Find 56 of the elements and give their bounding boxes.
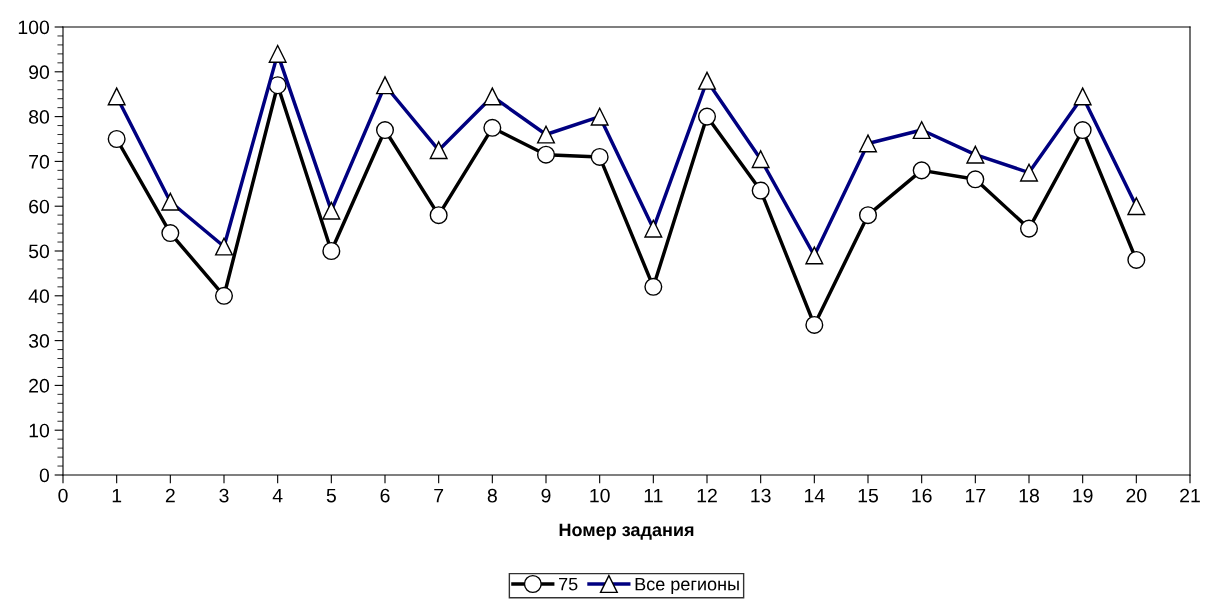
y-tick-label: 70: [29, 154, 50, 169]
x-tick-label: 12: [697, 488, 717, 503]
x-tick-label: 2: [165, 488, 175, 503]
point: [966, 170, 985, 189]
x-tick-label: 4: [272, 488, 283, 503]
point: [214, 286, 234, 305]
x-tick-label: 5: [326, 488, 336, 503]
y-tick-label: 80: [29, 110, 50, 124]
x-tick-label: 9: [541, 488, 551, 503]
y-tick-label: 30: [28, 334, 50, 348]
x-tick-label: 14: [805, 488, 825, 503]
point: [590, 147, 609, 166]
point: [483, 118, 502, 137]
y-tick-label: 10: [29, 423, 50, 438]
legend-label: 75: [559, 577, 578, 591]
y-tick-label: 40: [28, 289, 50, 304]
x-tick-label: 13: [751, 488, 771, 503]
x-tick-label: 19: [1073, 488, 1093, 503]
point: [375, 121, 395, 140]
y-tick-label: 60: [29, 199, 50, 214]
x-tick-label: 7: [434, 488, 444, 503]
y-tick-label: 100: [18, 20, 50, 35]
y-tick-label: 0: [39, 468, 50, 483]
point: [429, 206, 448, 225]
y-tick-label: 50: [28, 244, 50, 259]
point: [1073, 121, 1092, 140]
point: [107, 129, 126, 149]
point: [751, 181, 770, 200]
point: [912, 161, 931, 180]
point: [644, 277, 663, 296]
x-tick-label: 20: [1126, 488, 1147, 503]
x-tick-label: 0: [58, 488, 68, 503]
point: [1019, 219, 1039, 238]
legend-label: Все регионы: [635, 577, 739, 595]
y-tick-label: 90: [29, 65, 50, 80]
point: [161, 224, 180, 243]
x-tick-label: 6: [380, 488, 390, 503]
x-tick-label: 15: [858, 488, 878, 503]
point: [536, 145, 556, 164]
point: [322, 241, 341, 261]
x-tick-label: 11: [644, 488, 663, 503]
x-tick-label: 3: [219, 488, 229, 503]
point: [268, 76, 287, 95]
x-tick-label: 1: [112, 488, 122, 503]
x-tick-label: 21: [1180, 488, 1200, 503]
point: [1127, 250, 1146, 269]
y-tick-label: 20: [29, 378, 50, 393]
x-tick-label: 8: [487, 488, 497, 503]
x-tick-label: 16: [912, 488, 932, 503]
point: [858, 206, 878, 225]
x-axis-title: Номер задания: [559, 523, 694, 540]
point: [697, 107, 717, 126]
x-tick-label: 10: [590, 488, 610, 503]
x-tick-label: 18: [1019, 488, 1039, 503]
x-tick-label: 17: [966, 488, 986, 503]
point: [805, 315, 824, 334]
